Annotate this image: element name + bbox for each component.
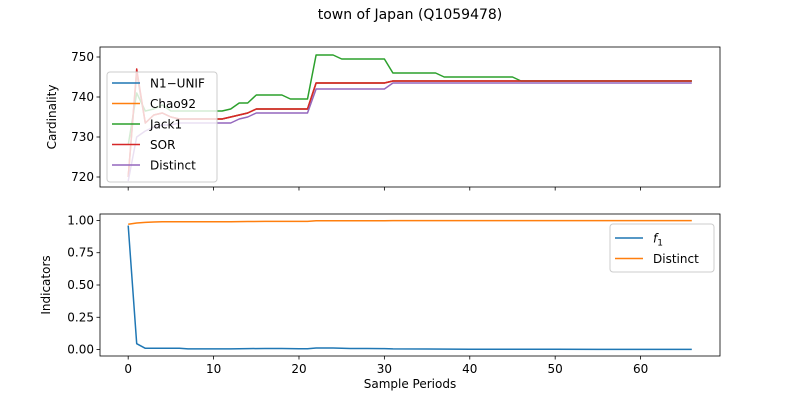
x-tick-label: 0 xyxy=(124,362,132,376)
x-tick-label: 20 xyxy=(291,362,306,376)
legend-label: Jack1 xyxy=(149,118,182,132)
y-tick-label: 0.50 xyxy=(67,278,94,292)
x-axis-label: Sample Periods xyxy=(364,377,456,391)
legend-label: f1 xyxy=(653,232,663,249)
legend-label: Distinct xyxy=(150,159,196,173)
x-tick-label: 30 xyxy=(377,362,392,376)
y-axis-label: Indicators xyxy=(39,255,53,314)
legend-label: SOR xyxy=(150,138,175,152)
cardinality-chart: 720 730 740 750 Cardinality N1−UNIF Chao92 Jack… xyxy=(45,46,721,191)
indicators-chart: 0.00 0.25 0.50 0.75 1.00 0 10 20 30 40 50 60 Indicat… xyxy=(39,213,721,391)
y-tick-label: 730 xyxy=(71,130,94,144)
y-axis-label: Cardinality xyxy=(45,85,59,150)
y-tick-label: 0.75 xyxy=(67,246,94,260)
legend-box xyxy=(609,223,715,273)
x-tick-label: 60 xyxy=(633,362,648,376)
y-tick-label: 0.25 xyxy=(67,310,94,324)
y-tick-label: 0.00 xyxy=(67,343,94,357)
x-tick-label: 40 xyxy=(462,362,477,376)
y-tick-label: 1.00 xyxy=(67,213,94,227)
series-line-distinct xyxy=(128,219,692,226)
x-tick-label: 50 xyxy=(548,362,563,376)
series-line-f xyxy=(127,225,692,351)
legend-box xyxy=(106,71,218,183)
y-tick-label: 740 xyxy=(71,90,94,104)
legend: f1 Distinct xyxy=(609,223,715,273)
legend-label: Distinct xyxy=(653,252,699,266)
legend: N1−UNIF Chao92 Jack1 SOR Distinct xyxy=(106,71,218,183)
legend-label: Chao92 xyxy=(150,97,196,111)
figure-title: town of Japan (Q1059478) xyxy=(318,7,503,23)
x-tick-label: 10 xyxy=(206,362,221,376)
y-tick-label: 750 xyxy=(71,50,94,64)
y-tick-label: 720 xyxy=(71,170,94,184)
axes-frame xyxy=(99,46,721,188)
legend-label: N1−UNIF xyxy=(150,77,205,91)
